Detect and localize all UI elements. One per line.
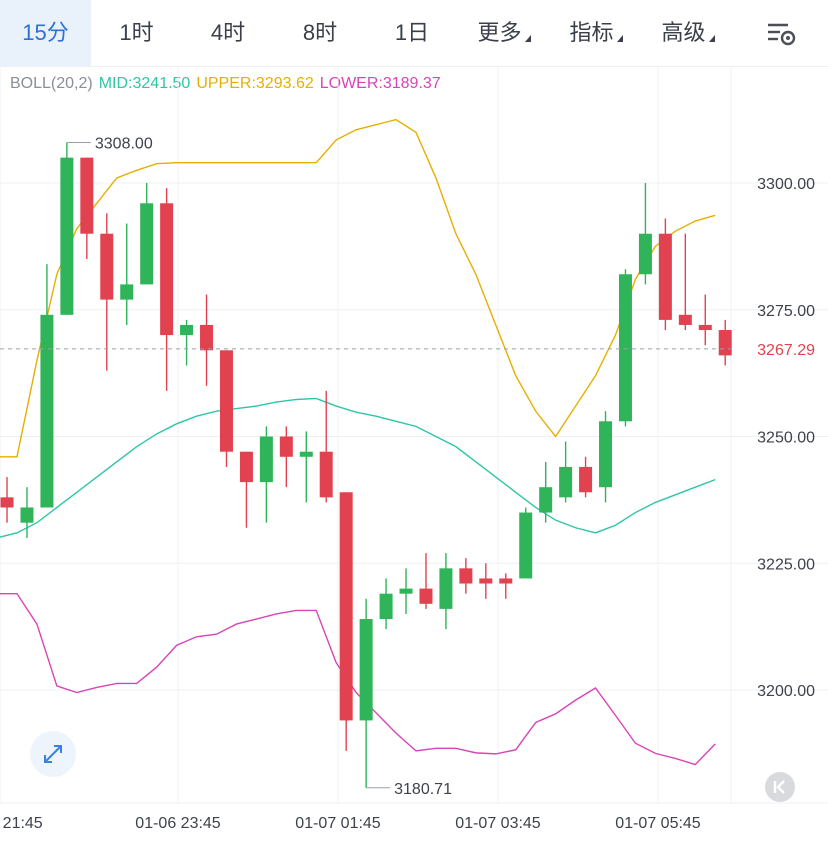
timeframe-tabbar: 15分 1时 4时 8时 1日 更多 指标 高级 — [0, 0, 828, 67]
x-tick-label: 01-07 01:45 — [295, 815, 381, 832]
candle-down — [100, 233, 114, 300]
candle-down — [678, 314, 692, 325]
candle-down — [319, 451, 333, 498]
boll-upper-line — [0, 118, 716, 458]
tab-1d[interactable]: 1日 — [366, 0, 458, 66]
tab-label: 1日 — [394, 20, 430, 45]
tab-1h[interactable]: 1时 — [91, 0, 182, 66]
candle-down — [479, 578, 493, 584]
dropdown-triangle-icon — [708, 35, 715, 42]
candle-down — [579, 466, 593, 493]
tab-indicators[interactable]: 指标 — [550, 0, 642, 66]
x-tick-label: 01-06 23:45 — [135, 815, 221, 832]
candle-down — [499, 578, 513, 584]
candle-down — [698, 324, 712, 331]
chart-settings-icon[interactable] — [766, 20, 798, 48]
candle-up — [399, 588, 413, 594]
tab-15min[interactable]: 15分 — [0, 0, 91, 66]
candle-down — [80, 157, 94, 234]
candle-up — [559, 466, 573, 498]
candle-up — [140, 203, 154, 285]
candle-down — [279, 436, 293, 457]
boll-mid-line — [0, 397, 716, 538]
candlestick-chart[interactable]: 3300.00 3275.00 3250.00 3225.00 3200.00 01-06… — [0, 66, 828, 847]
max-price-label: 3308.00 — [95, 135, 153, 152]
boll-upper: UPPER:3293.62 — [196, 75, 314, 92]
boll-lower: LOWER:3189.37 — [319, 75, 441, 92]
candle-down — [200, 324, 214, 351]
candle-up — [618, 274, 632, 422]
tab-label: 更多 — [477, 20, 522, 45]
tab-label: 8时 — [302, 20, 338, 45]
x-tick-label: 01-07 03:45 — [455, 815, 541, 832]
y-tick-label: 3225.00 — [757, 556, 815, 573]
tab-label: 1时 — [119, 20, 154, 45]
min-price-label: 3180.71 — [394, 781, 452, 798]
tab-advanced[interactable]: 高级 — [642, 0, 734, 66]
candle-up — [359, 619, 373, 721]
candle-up — [180, 324, 194, 336]
y-tick-label: 3275.00 — [757, 303, 815, 320]
candle-up — [539, 487, 553, 513]
current-price-label: 3267.29 — [757, 342, 815, 359]
candle-down — [658, 233, 672, 320]
candle-down — [0, 497, 14, 508]
candle-down — [718, 330, 732, 356]
candle-up — [120, 284, 134, 300]
tab-8h[interactable]: 8时 — [274, 0, 366, 66]
candle-down — [339, 492, 353, 721]
candle-up — [20, 507, 34, 523]
tab-4h[interactable]: 4时 — [182, 0, 274, 66]
tab-label: 指标 — [569, 20, 614, 45]
y-tick-label: 3250.00 — [757, 430, 815, 447]
dropdown-triangle-icon — [524, 35, 531, 42]
boll-name: BOLL(20,2) — [10, 75, 93, 92]
candle-up — [299, 451, 313, 457]
candle-up — [40, 314, 54, 508]
tab-label: 15分 — [22, 20, 69, 45]
tab-label: 高级 — [661, 20, 706, 45]
x-tick-label: 01-06 21:45 — [0, 815, 43, 832]
dropdown-triangle-icon — [616, 35, 623, 42]
boll-lower-line — [0, 592, 716, 766]
y-tick-label: 3300.00 — [757, 176, 815, 193]
candle-up — [259, 436, 273, 483]
candle-down — [459, 568, 473, 584]
candle-down — [160, 203, 174, 336]
candle-down — [219, 350, 233, 452]
candle-up — [60, 157, 74, 315]
candle-down — [419, 588, 433, 604]
candle-up — [599, 421, 613, 488]
candle-down — [239, 451, 253, 483]
tab-more[interactable]: 更多 — [458, 0, 550, 66]
tab-label: 4时 — [210, 20, 246, 45]
candle-up — [379, 593, 393, 620]
x-tick-label: 01-07 05:45 — [615, 815, 701, 832]
y-tick-label: 3200.00 — [757, 683, 815, 700]
candle-up — [519, 512, 533, 579]
boll-mid: MID:3241.50 — [98, 75, 191, 92]
candle-up — [638, 233, 652, 275]
candle-up — [439, 568, 453, 609]
scroll-to-latest-icon[interactable] — [765, 772, 795, 802]
boll-legend: BOLL(20,2) MID:3241.50 UPPER:3293.62 LOWER:… — [10, 75, 447, 93]
expand-icon[interactable] — [30, 731, 76, 777]
